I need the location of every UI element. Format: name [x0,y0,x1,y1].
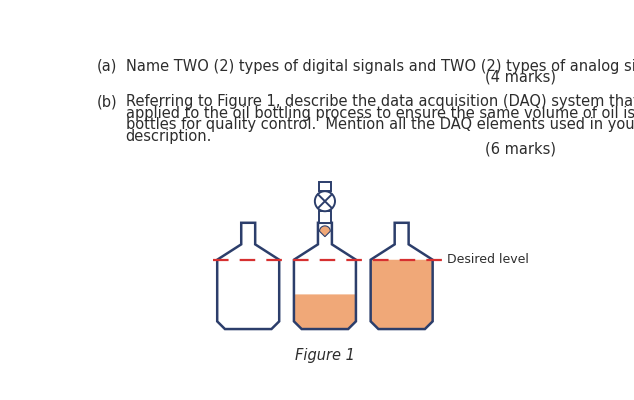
Polygon shape [320,226,330,237]
Polygon shape [371,260,432,329]
Text: applied to the oil bottling process to ensure the same volume of oil is filled i: applied to the oil bottling process to e… [126,106,634,121]
Text: (4 marks): (4 marks) [485,70,556,84]
Text: bottles for quality control.  Mention all the DAQ elements used in your: bottles for quality control. Mention all… [126,117,634,132]
Bar [319,211,331,223]
Text: description.: description. [126,129,212,144]
Text: (a): (a) [96,59,117,74]
Text: Name TWO (2) types of digital signals and TWO (2) types of analog signals.: Name TWO (2) types of digital signals an… [126,59,634,74]
Polygon shape [294,294,356,329]
Bar [319,182,331,191]
Text: (6 marks): (6 marks) [485,142,556,157]
Text: Referring to Figure 1, describe the data acquisition (DAQ) system that can be: Referring to Figure 1, describe the data… [126,94,634,109]
Text: Desired level: Desired level [446,253,529,266]
Text: Figure 1: Figure 1 [295,348,355,363]
Text: (b): (b) [96,94,117,109]
Circle shape [315,191,335,211]
